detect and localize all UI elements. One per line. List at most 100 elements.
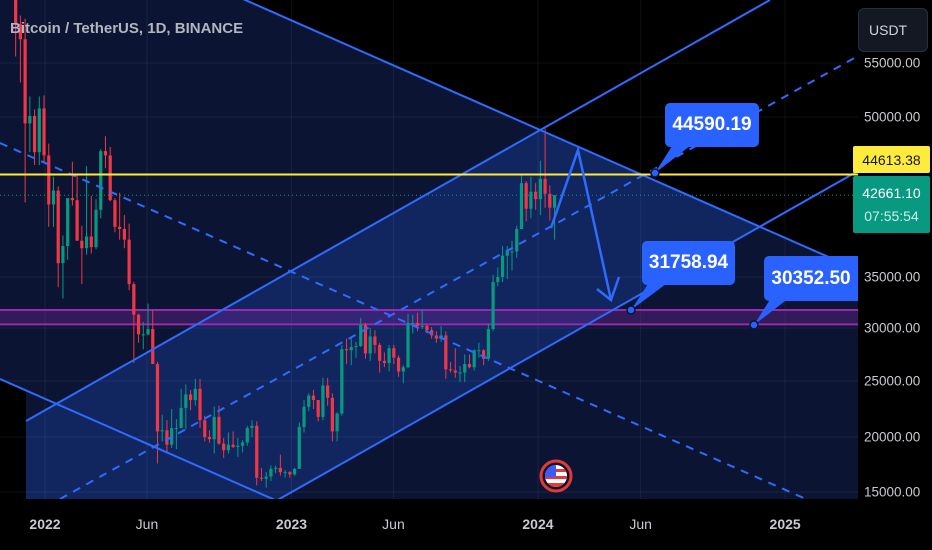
candle-body (387, 348, 391, 363)
candle (283, 470, 287, 478)
ascending-channel-upper-line[interactable] (25, 0, 771, 422)
candle-body (94, 209, 98, 248)
candle-body (226, 444, 230, 451)
candle (510, 240, 514, 271)
candle-body (146, 329, 150, 335)
ascending-channel-lower-line[interactable] (259, 170, 859, 511)
anchor-dot[interactable] (749, 320, 759, 330)
arrowhead-icon (596, 276, 621, 303)
candle (368, 328, 372, 361)
candle (250, 420, 254, 437)
candle (326, 377, 330, 406)
candle-body (132, 284, 136, 315)
descending-channel-midline[interactable] (0, 142, 859, 523)
price-axis-label: 25000.00 (864, 373, 921, 389)
candle (155, 361, 160, 464)
candle (297, 422, 301, 469)
candle-body (307, 395, 311, 407)
candle (136, 313, 141, 343)
descending-channel-lower-line[interactable] (0, 378, 301, 512)
candle-body (500, 255, 505, 277)
candle-body (151, 329, 155, 365)
anchor-dot[interactable] (626, 305, 636, 315)
horizontal-lines (0, 173, 858, 196)
candle (18, 15, 22, 83)
bar-countdown: 07:55:54 (864, 207, 919, 224)
candle-body (406, 322, 410, 368)
candle (458, 366, 462, 383)
anchor-dot[interactable] (650, 168, 660, 178)
projection-arrow[interactable] (549, 145, 613, 301)
candle (278, 454, 282, 476)
candle-body (56, 190, 60, 264)
candle-body (458, 372, 462, 374)
candle-body (47, 155, 51, 205)
candle-body (217, 416, 221, 444)
chart-title: Bitcoin / TetherUS, 1D, BINANCE (10, 20, 244, 37)
time-axis-label: Jun (135, 516, 159, 532)
candle (89, 195, 93, 254)
candle (259, 467, 264, 481)
candle-body (207, 437, 212, 440)
candle-body (330, 397, 334, 432)
candle-body (28, 115, 32, 124)
candle-body (255, 425, 259, 478)
price-callout[interactable]: 31758.94 (642, 241, 735, 285)
candle-body (396, 357, 401, 372)
time-axis-label: 2024 (522, 516, 554, 532)
time-axis[interactable] (0, 499, 932, 550)
candle-body (316, 400, 320, 417)
callout-tail (655, 146, 690, 173)
candle-body (311, 395, 316, 401)
descending-channel-upper-line[interactable] (0, 0, 859, 271)
candle-body (420, 325, 424, 327)
candle-body (141, 334, 145, 336)
candle-body (543, 178, 547, 194)
candle (28, 96, 32, 153)
candle (529, 176, 533, 219)
candle (344, 338, 349, 365)
candle (160, 414, 164, 442)
candle (42, 95, 46, 162)
candle (420, 309, 424, 330)
candle (217, 405, 221, 445)
candle (274, 465, 278, 474)
candle-body (75, 200, 79, 241)
candle (193, 378, 197, 406)
price-callout[interactable]: 44590.19 (665, 103, 759, 147)
candle-body (354, 346, 358, 348)
candle (80, 225, 84, 285)
candle-body (415, 322, 420, 326)
candle (548, 185, 552, 221)
price-callout[interactable]: 30352.50 (764, 256, 858, 301)
candle-body (222, 443, 226, 451)
candle-body (89, 236, 93, 248)
candle (203, 415, 207, 442)
candle (226, 432, 230, 454)
candle-body (496, 277, 500, 283)
candle-body (382, 360, 386, 363)
callout-tail (631, 284, 666, 310)
candle-body (302, 406, 306, 427)
candle (23, 18, 27, 203)
candle (316, 400, 320, 422)
candle (47, 143, 51, 227)
candle (330, 393, 334, 442)
price-axis[interactable]: 55000.00 50000.00 35000.00 30000.00 25000.00… (858, 0, 932, 550)
us-flag-icon[interactable] (539, 459, 573, 493)
candle (354, 341, 358, 358)
candle (515, 225, 519, 258)
candle-body (505, 251, 509, 256)
candle-body (288, 472, 292, 475)
candle-body (524, 183, 528, 209)
candle-body (136, 314, 141, 335)
horizontal-line-price-tag: 44613.38 (853, 146, 930, 173)
candle-body (548, 193, 552, 208)
ascending-channel-midline[interactable] (59, 55, 859, 500)
currency-button[interactable]: USDT (858, 8, 928, 52)
price-axis-label: 30000.00 (864, 320, 921, 336)
candle-body (51, 190, 56, 205)
callout-tail (754, 298, 789, 325)
candle-body (18, 24, 22, 40)
candle-body (278, 467, 282, 473)
